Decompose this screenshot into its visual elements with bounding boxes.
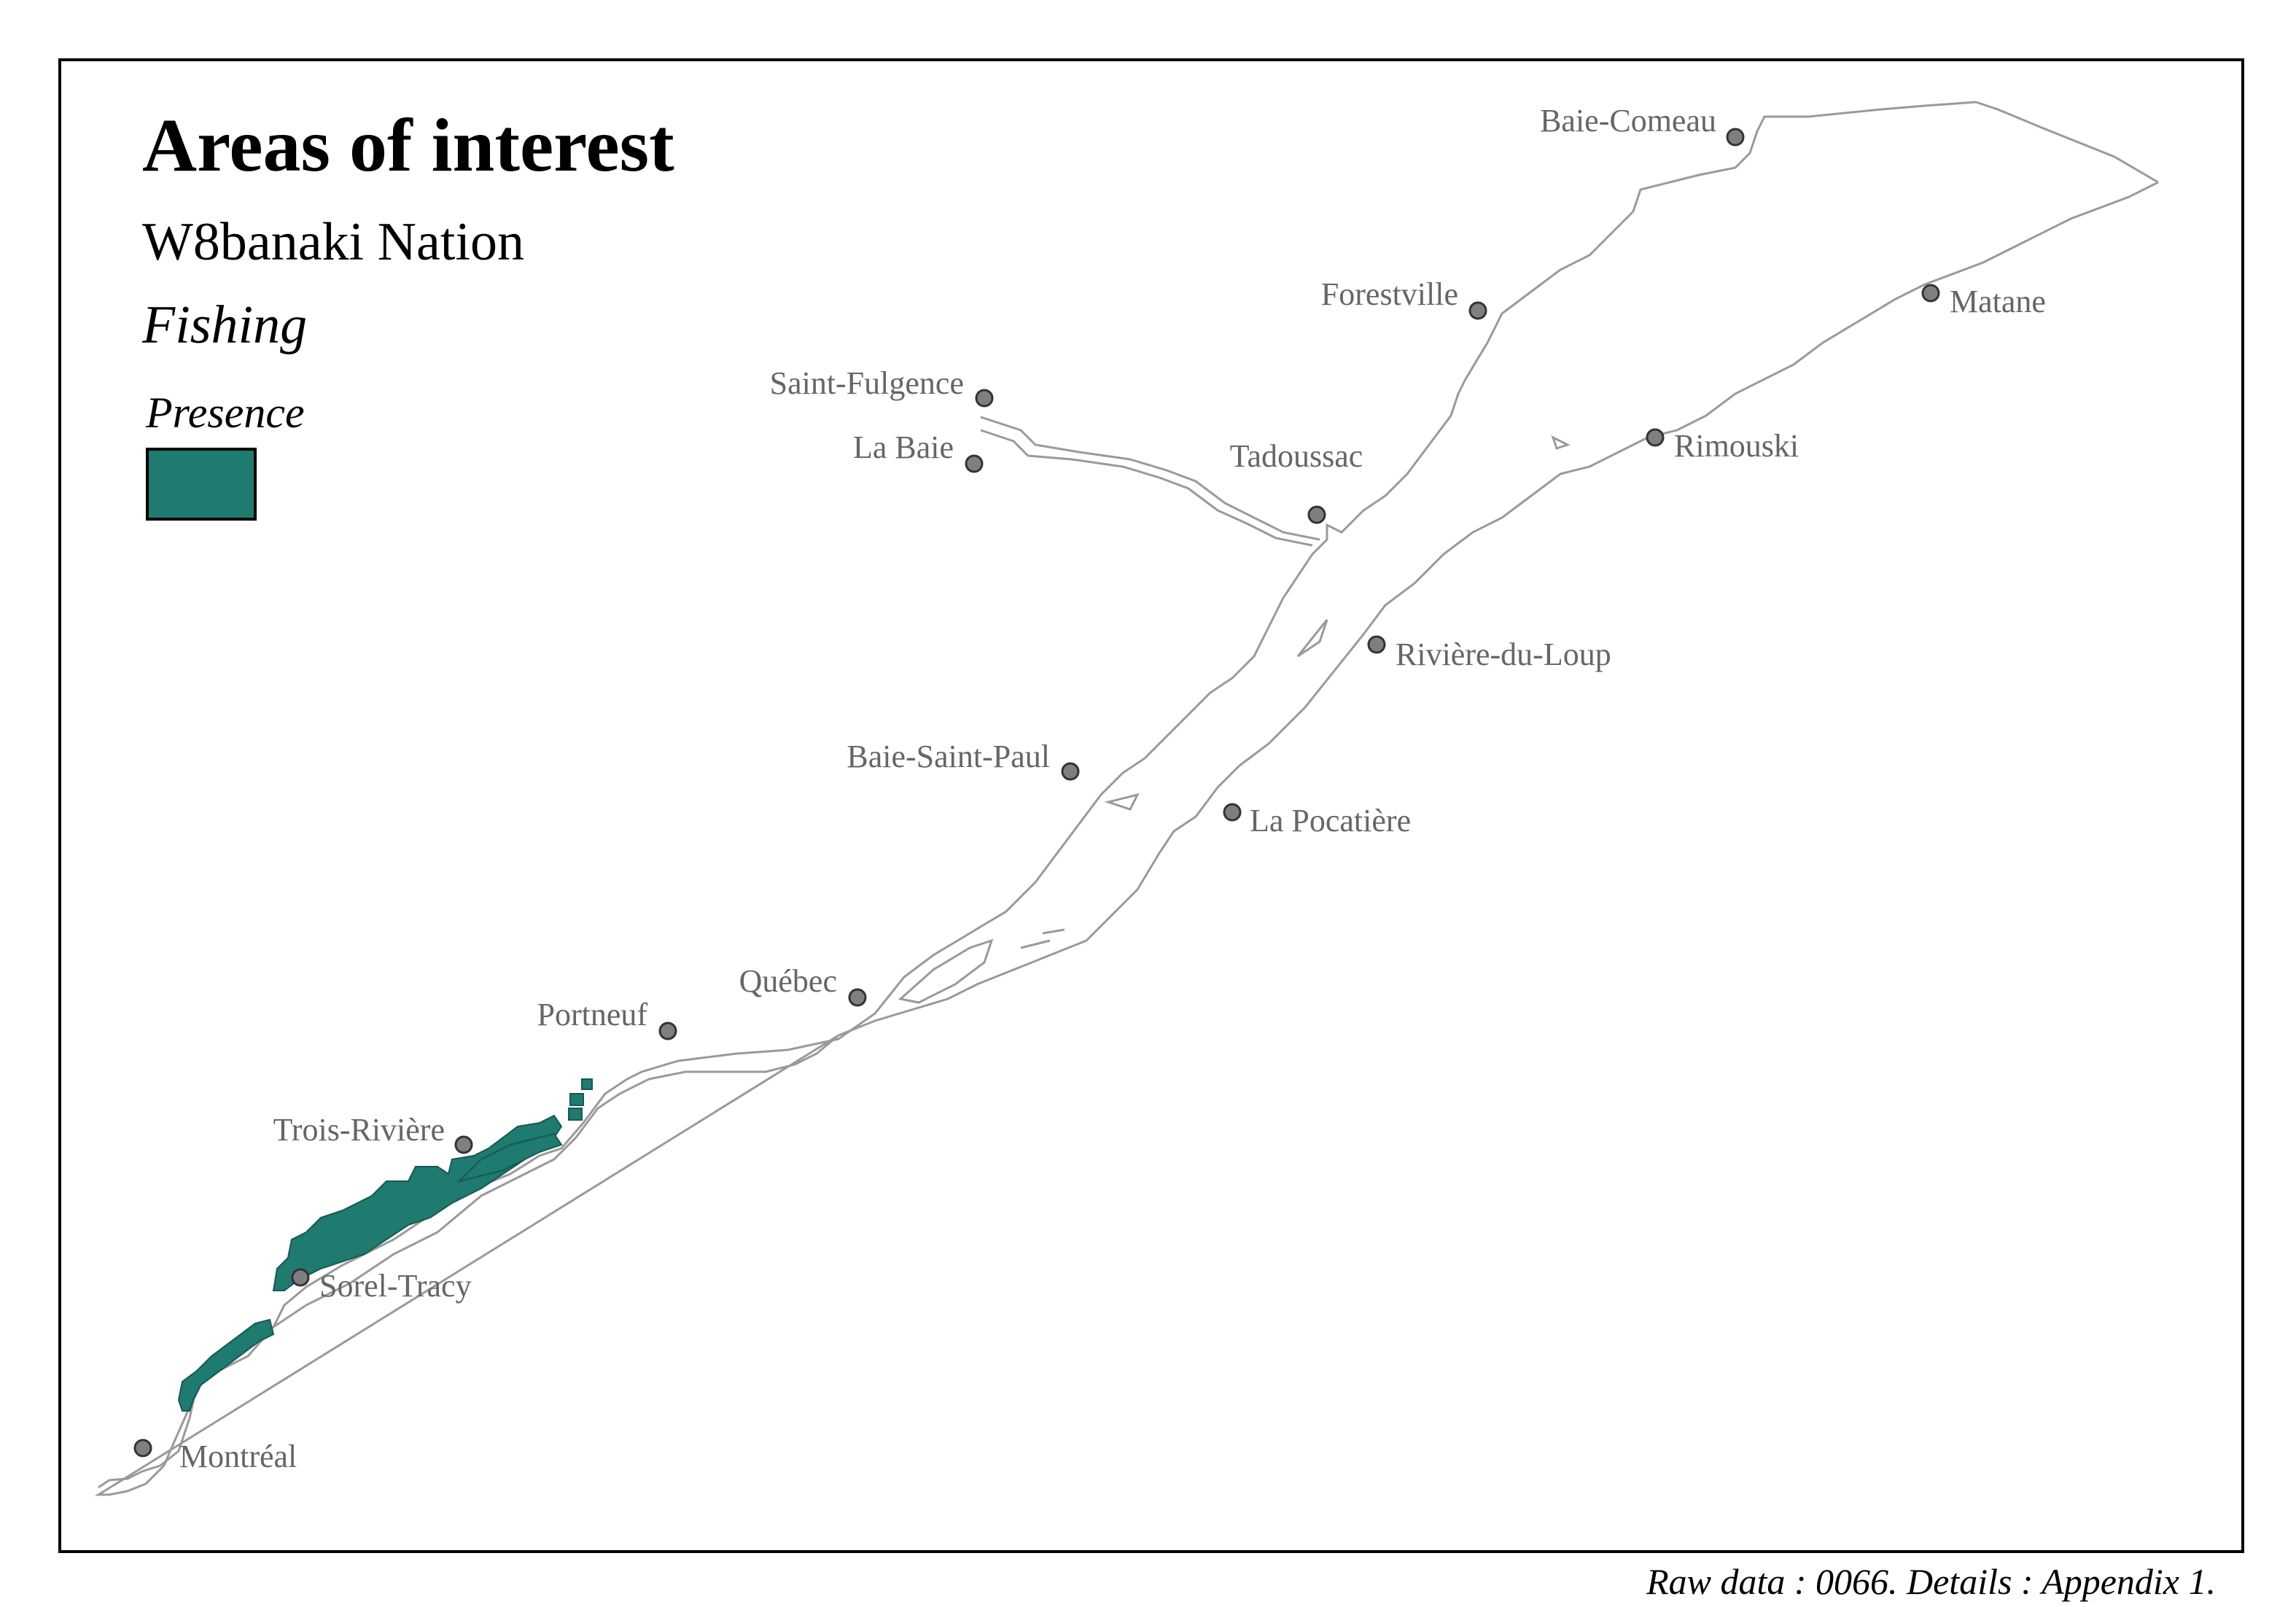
city-montreal: Montréal — [133, 1439, 297, 1474]
legend-presence-swatch — [146, 448, 257, 521]
city-marker — [133, 1439, 152, 1458]
city-matane: Matane — [1921, 284, 2046, 319]
city-marker — [848, 988, 867, 1007]
city-markers: Baie-Comeau Forestville Matane Saint-Ful… — [133, 103, 2046, 1474]
city-marker — [1307, 505, 1326, 524]
island-small-4 — [1020, 928, 1065, 949]
city-portneuf: Portneuf — [537, 997, 677, 1040]
river-north-shore-end — [1975, 101, 2159, 184]
city-marker — [1921, 284, 1940, 303]
city-label: Montréal — [179, 1439, 297, 1474]
city-label: Baie-Saint-Paul — [847, 739, 1050, 774]
island-small-3 — [1551, 435, 1571, 450]
river-south-shore — [94, 1034, 839, 1496]
city-label: Matane — [1950, 284, 2046, 319]
city-marker — [975, 389, 994, 408]
map-frame — [58, 58, 2244, 1553]
city-marker — [454, 1135, 473, 1154]
city-forestville: Forestville — [1321, 276, 1487, 320]
city-label: Québec — [739, 963, 837, 999]
city-la-pocatiere: La Pocatière — [1223, 803, 1411, 838]
city-baie-comeau: Baie-Comeau — [1540, 103, 1745, 147]
presence-cell-1 — [568, 1108, 583, 1121]
city-label: Sorel-Tracy — [319, 1268, 472, 1304]
river-outline — [94, 101, 2159, 1496]
presence-cell-2 — [569, 1093, 584, 1106]
city-label: Rivière-du-Loup — [1396, 637, 1611, 672]
river-north-shore — [98, 101, 1977, 1489]
city-label: Portneuf — [537, 997, 647, 1032]
legend-title: Presence — [146, 389, 305, 437]
city-marker — [1468, 301, 1487, 320]
map-footer: Raw data : 0066. Details : Appendix 1. — [1646, 1561, 2216, 1602]
city-label: Tadoussac — [1230, 438, 1363, 474]
city-label: La Pocatière — [1250, 803, 1411, 838]
city-marker — [1726, 128, 1745, 147]
city-quebec: Québec — [739, 963, 867, 1007]
city-marker — [291, 1268, 310, 1287]
city-marker — [1367, 635, 1386, 654]
city-sorel-tracy: Sorel-Tracy — [291, 1268, 472, 1304]
island-small-1 — [1104, 793, 1140, 811]
city-marker — [1223, 803, 1242, 822]
city-saint-fulgence: Saint-Fulgence — [770, 365, 994, 408]
city-marker — [965, 454, 984, 473]
city-marker — [1061, 762, 1080, 781]
map-subtitle: W8banaki Nation — [142, 212, 524, 272]
map-theme: Fishing — [142, 295, 308, 355]
river-mouth-closure — [838, 181, 2159, 1037]
city-la-baie: La Baie — [853, 429, 984, 473]
city-label: Saint-Fulgence — [770, 365, 964, 401]
city-marker — [658, 1022, 677, 1040]
city-riviere-du-loup: Rivière-du-Loup — [1367, 635, 1611, 672]
city-trois-riviere: Trois-Rivière — [273, 1112, 473, 1154]
island-small-2 — [1296, 619, 1328, 658]
city-tadoussac: Tadoussac — [1230, 438, 1363, 524]
city-rimouski: Rimouski — [1646, 428, 1799, 464]
city-label: Trois-Rivière — [273, 1112, 445, 1148]
city-label: Forestville — [1321, 276, 1458, 312]
presence-cell-3 — [581, 1078, 593, 1090]
city-marker — [1646, 428, 1665, 447]
presence-polygon-sorel — [177, 1318, 275, 1412]
city-label: Rimouski — [1674, 428, 1799, 464]
presence-polygon-upper — [456, 1132, 563, 1183]
ile-d-orleans — [898, 938, 994, 1004]
city-baie-saint-paul: Baie-Saint-Paul — [847, 739, 1080, 781]
city-label: Baie-Comeau — [1540, 103, 1716, 139]
saguenay-fjord — [980, 416, 1320, 547]
city-label: La Baie — [853, 429, 954, 465]
map-title: Areas of interest — [142, 104, 674, 187]
presence-areas — [177, 1078, 593, 1412]
